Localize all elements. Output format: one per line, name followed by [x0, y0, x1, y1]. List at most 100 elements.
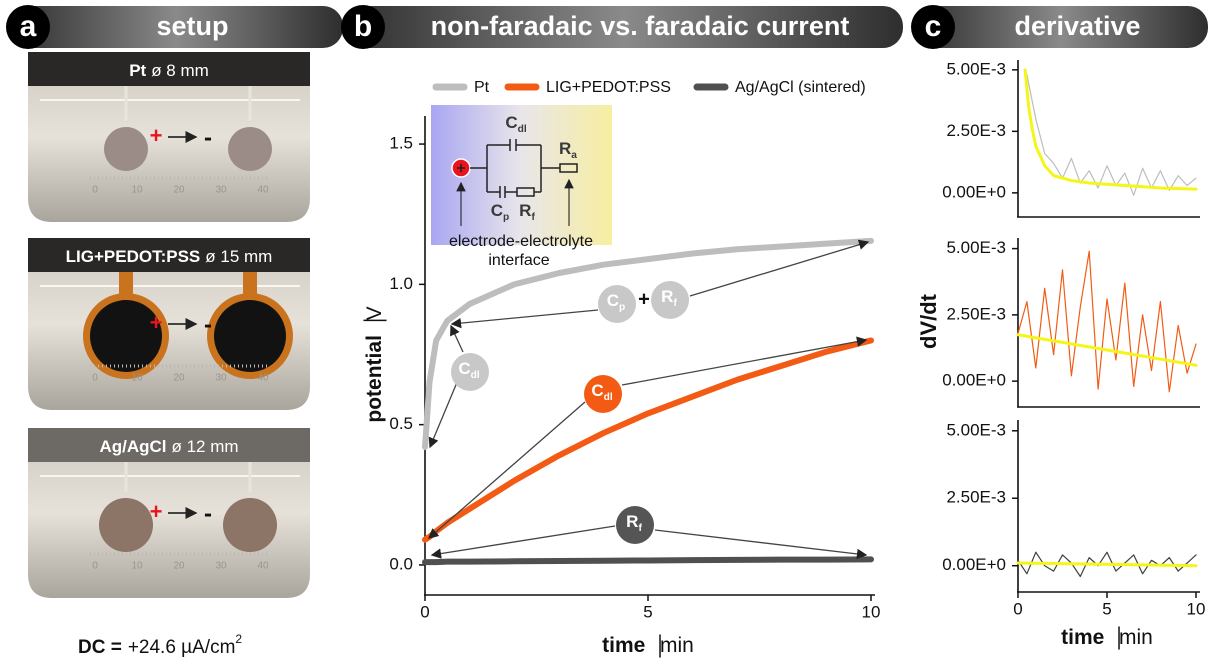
y-tick-label: 5.00E-3	[946, 59, 1006, 78]
annotation-label-sub: f	[638, 523, 642, 534]
axes	[1017, 60, 1200, 217]
photo-clip-bar	[28, 428, 310, 462]
circuit-label-main: R	[519, 201, 531, 220]
panel-letter: b	[354, 10, 372, 43]
ruler-label: 30	[215, 185, 227, 196]
annotation-label-sub: dl	[471, 370, 480, 381]
annotation-joiner: +	[638, 288, 650, 310]
ruler-label: 40	[257, 561, 269, 572]
footnote: DC = +24.6 µA/cm2	[78, 632, 242, 658]
panel-title: non-faradaic vs. faradaic current	[431, 11, 850, 41]
x-axis-label-unit: min	[660, 634, 694, 657]
annotation-arrow	[655, 530, 866, 555]
x-tick-label: 5	[643, 602, 652, 621]
y-tick-label: 0.00E+0	[942, 182, 1006, 201]
photo-label-bold: LIG+PEDOT:PSS	[66, 247, 201, 266]
panel-letter: a	[20, 10, 37, 43]
ruler-label: 30	[215, 373, 227, 384]
y-axis-label-bold: potential	[363, 335, 386, 423]
photo-label-size: ø 12 mm	[171, 437, 238, 456]
y-tick-label: 0.00E+0	[942, 371, 1006, 390]
data-line	[425, 340, 871, 539]
inset-caption: electrode-electrolyte	[449, 233, 593, 250]
footnote-bold: DC =	[78, 637, 122, 658]
ruler-label: 0	[92, 561, 98, 572]
circuit-label-sub: p	[503, 212, 509, 223]
panel-title: derivative	[1014, 11, 1140, 41]
y-axis-label: dV/dt	[916, 293, 941, 349]
y-tick-label: 0.00E+0	[942, 555, 1006, 574]
ruler-label: 20	[173, 373, 185, 384]
annotation-label-main: R	[661, 287, 673, 306]
ruler-label: 10	[131, 185, 143, 196]
fit-line	[1018, 335, 1196, 365]
x-axis-label-bold: time	[602, 634, 645, 657]
electrode	[223, 498, 277, 552]
x-tick-label: 10	[862, 602, 881, 621]
y-tick-label: 5.00E-3	[946, 238, 1006, 257]
figure: a setup b non-faradaic vs. faradaic current…	[0, 0, 1210, 662]
photo-label-size: ø 15 mm	[205, 247, 272, 266]
circuit-label-sub: a	[571, 150, 577, 161]
annotation-label-main: C	[607, 291, 619, 310]
ruler-label: 10	[131, 561, 143, 572]
circuit-label-main: C	[505, 113, 517, 132]
inset-caption: interface	[488, 252, 549, 269]
x-tick-label: 10	[1187, 599, 1206, 618]
circuit-label-sub: dl	[518, 124, 527, 135]
y-tick-label: 2.50E-3	[946, 488, 1006, 507]
footnote-sup: 2	[235, 632, 242, 646]
annotation-arrow	[432, 526, 615, 555]
annotation-label-main: C	[591, 381, 603, 400]
legend-label: Ag/AgCl (sintered)	[735, 79, 866, 96]
y-axis-label-unit: V	[363, 306, 386, 320]
x-tick-label: 5	[1102, 599, 1111, 618]
electrode	[104, 127, 148, 171]
annotation-arrow	[451, 326, 463, 352]
photo-label-size: ø 8 mm	[151, 61, 209, 80]
circuit-label-main: R	[559, 139, 571, 158]
y-tick-label: 1.5	[389, 134, 413, 153]
photo-label-bold: Pt	[129, 61, 146, 80]
y-axis-label: potential V	[363, 306, 387, 422]
photo-label-bold: Ag/AgCl	[99, 437, 166, 456]
circuit-label-main: C	[491, 201, 503, 220]
ruler-label: 20	[173, 185, 185, 196]
annotation-label-main: C	[458, 359, 470, 378]
y-tick-label: 2.50E-3	[946, 304, 1006, 323]
ruler-label: 40	[257, 185, 269, 196]
x-tick-label: 0	[420, 602, 429, 621]
polarity-minus: -	[204, 500, 212, 527]
x-tick-label: 0	[1013, 599, 1022, 618]
x-axis-label-bold: time	[1061, 626, 1104, 649]
x-axis-label-text: timemin	[1061, 626, 1153, 649]
data-line	[1018, 251, 1196, 392]
polarity-plus: +	[150, 499, 163, 524]
footnote-text: +24.6 µA/cm	[128, 637, 236, 658]
panel-letter: c	[925, 10, 942, 43]
electrode	[228, 127, 272, 171]
annotation-label-sub: f	[673, 298, 677, 309]
layer: a setup b non-faradaic vs. faradaic current…	[6, 5, 1208, 658]
ruler-label: 0	[92, 373, 98, 384]
circuit-label-sub: f	[531, 212, 535, 223]
ruler-label: 0	[92, 185, 98, 196]
annotation-arrow	[452, 310, 598, 324]
y-tick-label: 5.00E-3	[946, 420, 1006, 439]
panel-title: setup	[156, 11, 228, 41]
polarity-plus: +	[150, 123, 163, 148]
y-tick-label: 2.50E-3	[946, 121, 1006, 140]
electrode	[214, 300, 286, 372]
x-axis-label: timemin	[1061, 626, 1153, 650]
annotation-arrow	[429, 402, 585, 538]
legend-label: LIG+PEDOT:PSS	[546, 79, 671, 96]
electrode	[99, 498, 153, 552]
y-tick-label: 0.5	[389, 414, 413, 433]
ruler-label: 20	[173, 561, 185, 572]
data-line	[425, 559, 871, 562]
y-tick-label: 1.0	[389, 274, 413, 293]
photo-label: LIG+PEDOT:PSSø 15 mm	[66, 247, 273, 266]
ruler-label: 30	[215, 561, 227, 572]
